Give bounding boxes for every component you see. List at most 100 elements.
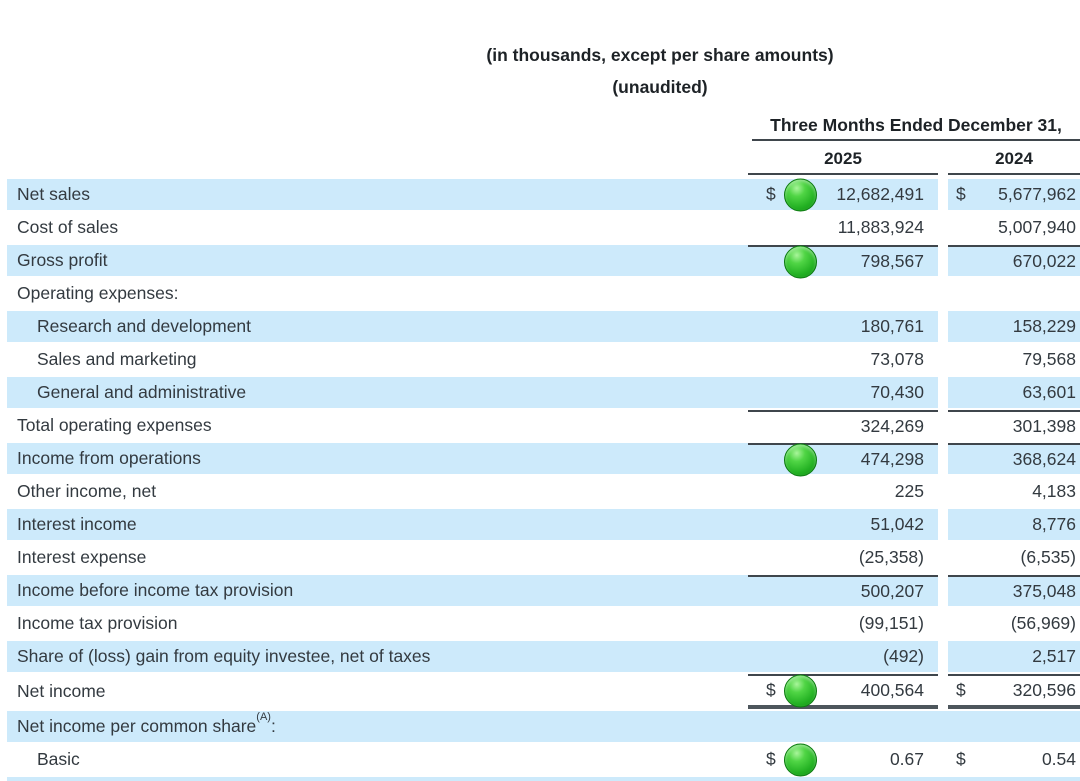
value-cell-2025: (25,358) <box>748 542 938 573</box>
value-cell-2024: 5,007,940 <box>948 212 1080 243</box>
period-header: Three Months Ended December 31, <box>752 114 1080 141</box>
value-cell-2025: 51,042 <box>748 509 938 540</box>
next-row-sliver <box>7 777 1080 781</box>
value-2024: 79,568 <box>1022 349 1076 369</box>
value-cell-2024: 63,601 <box>948 377 1080 408</box>
units-note: (in thousands, except per share amounts) <box>486 45 834 65</box>
dollar-sign: $ <box>766 749 776 769</box>
column-gap <box>938 141 948 175</box>
row-label-cell: Share of (loss) gain from equity investe… <box>7 641 748 672</box>
value-cell-2025: 225 <box>748 476 938 507</box>
column-gap <box>938 179 948 210</box>
value-cell-2024: 158,229 <box>948 311 1080 342</box>
dollar-sign: $ <box>956 749 966 769</box>
row-label: Income before income tax provision <box>17 580 294 600</box>
dollar-sign: $ <box>766 680 776 700</box>
value-2025: (25,358) <box>858 547 924 567</box>
value-2024: 5,677,962 <box>998 184 1076 204</box>
row-label-cell: General and administrative <box>7 377 748 408</box>
value-cell-2025: $ 12,682,491 <box>748 178 938 211</box>
value-cell-2025: 500,207 <box>748 575 938 606</box>
column-gap <box>938 212 948 243</box>
value-cell-2025: 70,430 <box>748 377 938 408</box>
row-label-cell: Research and development <box>7 311 748 342</box>
value-2025: 0.67 <box>889 749 924 769</box>
column-gap <box>938 509 948 540</box>
table-row: Income tax provision (99,151) (56,969) <box>7 606 1080 639</box>
table-row: Interest expense (25,358) (6,535) <box>7 540 1080 573</box>
value-cell-2024 <box>948 278 1080 309</box>
value-cell-2025: 11,883,924 <box>748 212 938 243</box>
value-cell-2024: 4,183 <box>948 476 1080 507</box>
row-label-suffix: : <box>270 716 276 736</box>
value-cell-2024: 670,022 <box>948 245 1080 276</box>
value-2025: (492) <box>883 646 924 666</box>
value-2024: 5,007,940 <box>998 217 1076 237</box>
table-row: Basic $ 0.67 $ 0.54 <box>7 742 1080 776</box>
column-gap <box>938 711 948 742</box>
row-label-cell: Net income <box>7 674 748 709</box>
value-2025: 500,207 <box>860 581 924 601</box>
value-2024: 320,596 <box>1012 680 1076 700</box>
row-label-cell: Income before income tax provision <box>7 575 748 606</box>
row-label-cell: Total operating expenses <box>7 410 748 441</box>
value-2025: 798,567 <box>860 251 924 271</box>
green-marker-icon <box>784 674 817 707</box>
row-label-cell: Other income, net <box>7 476 748 507</box>
row-label: Net income per common share <box>17 716 257 736</box>
value-2025: 73,078 <box>870 349 924 369</box>
dollar-sign: $ <box>956 184 966 204</box>
unaudited-note: (unaudited) <box>612 77 708 97</box>
value-cell-2024: 375,048 <box>948 575 1080 606</box>
row-label-cell: Gross profit <box>7 245 748 276</box>
value-cell-2025 <box>748 711 938 742</box>
column-gap <box>938 542 948 573</box>
column-gap <box>938 344 948 375</box>
table-row: Total operating expenses 324,269 301,398 <box>7 408 1080 441</box>
column-gap <box>938 575 948 606</box>
row-label: Share of (loss) gain from equity investe… <box>17 646 431 666</box>
value-2025: 474,298 <box>860 449 924 469</box>
table-row: Net income per common share(A): <box>7 709 1080 742</box>
value-2024: 0.54 <box>1041 749 1076 769</box>
value-cell-2024: $ 5,677,962 <box>948 179 1080 210</box>
value-2025: (99,151) <box>858 613 924 633</box>
value-cell-2025: $ 0.67 <box>748 743 938 776</box>
value-2024: 375,048 <box>1012 581 1076 601</box>
row-label-cell: Net sales <box>7 179 748 210</box>
row-label-cell: Sales and marketing <box>7 344 748 375</box>
value-2024: (56,969) <box>1010 613 1076 633</box>
row-label: Sales and marketing <box>37 349 197 369</box>
value-2024: 2,517 <box>1032 646 1076 666</box>
value-2024: 670,022 <box>1012 251 1076 271</box>
value-cell-2024: $ 320,596 <box>948 674 1080 709</box>
green-marker-icon <box>784 178 817 211</box>
value-2025: 11,883,924 <box>837 217 924 237</box>
value-cell-2024: 301,398 <box>948 410 1080 441</box>
green-marker-icon <box>784 245 817 278</box>
green-marker-icon <box>784 743 817 776</box>
value-2024: (6,535) <box>1020 547 1076 567</box>
table-row: Cost of sales 11,883,924 5,007,940 <box>7 210 1080 243</box>
value-cell-2024: $ 0.54 <box>948 744 1080 775</box>
table-row: Net income $ 400,564 $ 320,596 <box>7 672 1080 709</box>
row-label: Income tax provision <box>17 613 178 633</box>
value-cell-2024: 8,776 <box>948 509 1080 540</box>
value-cell-2024: 2,517 <box>948 641 1080 672</box>
year-header-row: 2025 2024 <box>7 141 1080 175</box>
column-gap <box>938 410 948 441</box>
value-cell-2025: $ 400,564 <box>748 674 938 709</box>
row-label: Net income <box>17 681 106 701</box>
value-2025: 324,269 <box>860 416 924 436</box>
row-label-cell: Cost of sales <box>7 212 748 243</box>
value-cell-2024 <box>948 711 1080 742</box>
row-label: Total operating expenses <box>17 415 212 435</box>
dollar-sign: $ <box>956 680 966 700</box>
column-gap <box>938 476 948 507</box>
column-gap <box>938 245 948 276</box>
column-header-2024: 2024 <box>948 141 1080 175</box>
row-label-cell: Interest expense <box>7 542 748 573</box>
column-gap <box>938 443 948 474</box>
row-label: Gross profit <box>17 250 108 270</box>
column-header-2025: 2025 <box>748 141 938 175</box>
